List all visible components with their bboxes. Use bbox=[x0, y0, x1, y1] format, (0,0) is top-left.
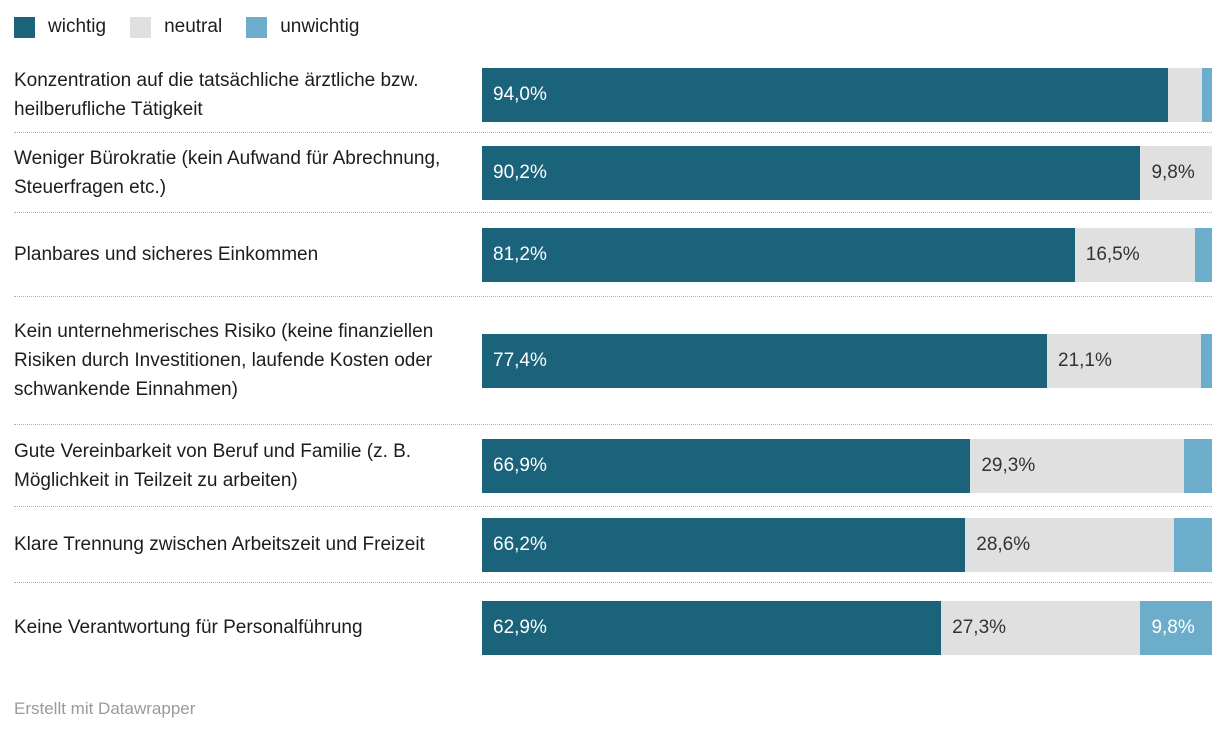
legend-swatch-wichtig bbox=[14, 16, 35, 38]
bar-segment-wichtig: 62,9% bbox=[482, 600, 942, 655]
bar-segment-wichtig: 94,0% bbox=[482, 67, 1169, 122]
value-label: 21,1% bbox=[1058, 349, 1112, 371]
chart-row: Konzentration auf die tatsächliche ärztl… bbox=[14, 57, 1212, 133]
bar-segment-unwichtig bbox=[1201, 333, 1212, 388]
legend-label: unwichtig bbox=[280, 16, 360, 37]
bar-area: 66,9% 29,3% bbox=[482, 438, 1212, 493]
bar-area: 66,2% 28,6% bbox=[482, 517, 1212, 572]
bar-area: 77,4% 21,1% bbox=[482, 333, 1212, 388]
bar-segment-neutral bbox=[1168, 67, 1203, 122]
category-label: Klare Trennung zwischen Arbeitszeit und … bbox=[14, 534, 425, 555]
bar-area: 62,9% 27,3% 9,8% bbox=[482, 600, 1212, 655]
footer-credit: Erstellt mit Datawrapper bbox=[14, 699, 196, 718]
stacked-bar: 66,9% 29,3% bbox=[482, 438, 1212, 493]
legend-swatch-neutral bbox=[130, 16, 152, 38]
chart-row: Klare Trennung zwischen Arbeitszeit und … bbox=[14, 507, 1212, 583]
value-label: 29,3% bbox=[981, 454, 1036, 476]
value-label: 66,9% bbox=[493, 454, 547, 476]
chart-row: Gute Vereinbarkeit von Beruf und Familie… bbox=[14, 425, 1212, 507]
value-label: 62,9% bbox=[493, 616, 547, 638]
bar-segment-unwichtig: 9,8% bbox=[1140, 600, 1212, 655]
bar-segment-neutral: 28,6% bbox=[965, 517, 1175, 572]
chart-row: Planbares und sicheres Einkommen 81,2% 16,… bbox=[14, 213, 1212, 297]
legend: wichtig neutral unwichtig bbox=[14, 16, 1212, 38]
bar-segment-neutral: 27,3% bbox=[941, 600, 1141, 655]
bar-segment-wichtig: 90,2% bbox=[482, 145, 1141, 200]
category-label: Weniger Bürokratie (kein Aufwand für Abr… bbox=[14, 147, 441, 198]
bar-segment-unwichtig bbox=[1174, 517, 1212, 572]
chart-rows: Konzentration auf die tatsächliche ärztl… bbox=[14, 57, 1212, 672]
value-label: 90,2% bbox=[493, 161, 547, 183]
value-label: 9,8% bbox=[1151, 161, 1195, 183]
legend-label: wichtig bbox=[48, 16, 107, 37]
value-label: 77,4% bbox=[493, 349, 547, 371]
legend-swatch-unwichtig bbox=[246, 16, 268, 38]
bar-area: 81,2% 16,5% bbox=[482, 227, 1212, 282]
bar-segment-wichtig: 81,2% bbox=[482, 227, 1075, 282]
legend-item-unwichtig: unwichtig bbox=[246, 16, 359, 38]
bar-area: 90,2% 9,8% bbox=[482, 145, 1212, 200]
category-label: Kein unternehmerisches Risiko (keine fin… bbox=[14, 321, 434, 400]
value-label: 66,2% bbox=[493, 533, 547, 555]
stacked-bar: 94,0% bbox=[482, 67, 1212, 122]
bar-segment-wichtig: 66,2% bbox=[482, 517, 966, 572]
stacked-bar: 62,9% 27,3% 9,8% bbox=[482, 600, 1212, 655]
value-label: 94,0% bbox=[493, 83, 547, 105]
bar-segment-neutral: 29,3% bbox=[970, 438, 1185, 493]
bar-segment-neutral: 16,5% bbox=[1074, 227, 1196, 282]
category-label: Keine Verantwortung für Personalführung bbox=[14, 617, 363, 638]
chart-row: Kein unternehmerisches Risiko (keine fin… bbox=[14, 297, 1212, 425]
chart-row: Weniger Bürokratie (kein Aufwand für Abr… bbox=[14, 133, 1212, 213]
stacked-bar: 90,2% 9,8% bbox=[482, 145, 1212, 200]
stacked-bar: 81,2% 16,5% bbox=[482, 227, 1212, 282]
category-label: Planbares und sicheres Einkommen bbox=[14, 244, 319, 265]
bar-segment-wichtig: 66,9% bbox=[482, 438, 971, 493]
bar-segment-unwichtig bbox=[1202, 67, 1212, 122]
legend-label: neutral bbox=[164, 16, 223, 37]
bar-segment-wichtig: 77,4% bbox=[482, 333, 1048, 388]
legend-item-wichtig: wichtig bbox=[14, 16, 106, 38]
bar-segment-unwichtig bbox=[1195, 227, 1212, 282]
bar-segment-neutral: 21,1% bbox=[1047, 333, 1202, 388]
category-label: Konzentration auf die tatsächliche ärztl… bbox=[14, 69, 419, 120]
bar-segment-unwichtig bbox=[1184, 438, 1212, 493]
value-label: 16,5% bbox=[1085, 243, 1140, 265]
value-label: 27,3% bbox=[952, 616, 1007, 638]
category-label: Gute Vereinbarkeit von Beruf und Familie… bbox=[14, 440, 412, 491]
bar-segment-neutral: 9,8% bbox=[1140, 145, 1212, 200]
bar-area: 94,0% bbox=[482, 67, 1212, 122]
value-label: 28,6% bbox=[976, 533, 1031, 555]
chart-row: Keine Verantwortung für Personalführung 6… bbox=[14, 583, 1212, 672]
value-label: 81,2% bbox=[493, 243, 547, 265]
stacked-bar: 66,2% 28,6% bbox=[482, 517, 1212, 572]
legend-item-neutral: neutral bbox=[130, 16, 222, 38]
stacked-bar: 77,4% 21,1% bbox=[482, 333, 1212, 388]
value-label: 9,8% bbox=[1151, 616, 1195, 638]
